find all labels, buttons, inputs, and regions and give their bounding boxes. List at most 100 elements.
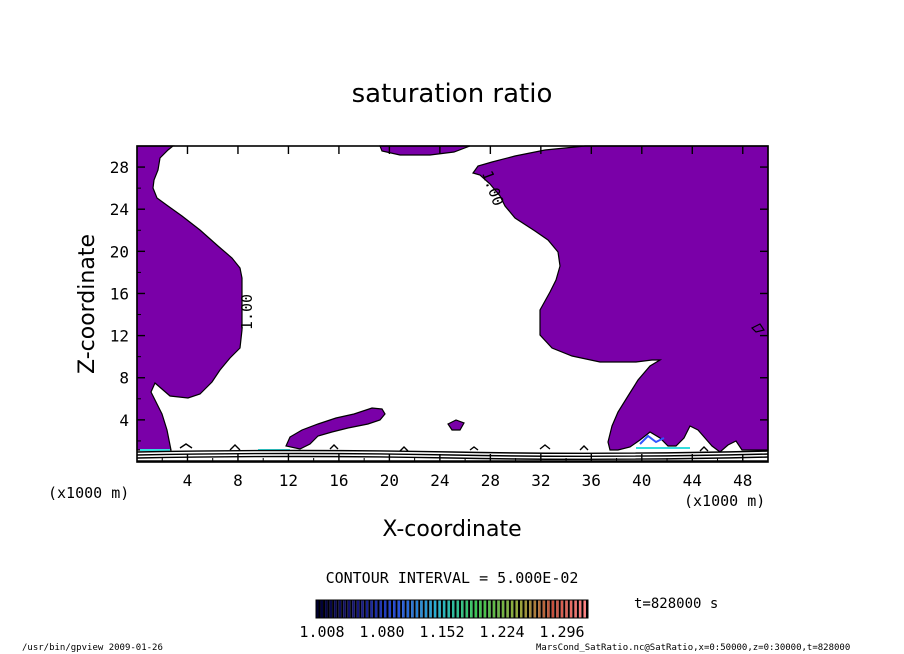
colorbar-swatch bbox=[556, 600, 559, 618]
colorbar-swatch bbox=[334, 600, 337, 618]
colorbar-gap bbox=[572, 600, 575, 618]
colorbar-swatch bbox=[411, 600, 414, 618]
colorbar-gap bbox=[513, 600, 516, 618]
colorbar-gap bbox=[391, 600, 394, 618]
x-tick-label: 8 bbox=[233, 471, 243, 490]
colorbar-gap bbox=[522, 600, 525, 618]
colorbar-swatch bbox=[560, 600, 564, 618]
colorbar-gap bbox=[549, 600, 552, 618]
saturated-regions bbox=[136, 145, 769, 453]
colorbar-gap bbox=[404, 600, 407, 618]
colorbar-swatch bbox=[452, 600, 455, 618]
colorbar-gap bbox=[563, 600, 566, 618]
colorbar-gap bbox=[350, 600, 353, 618]
colorbar-swatch bbox=[424, 600, 428, 618]
colorbar-swatch bbox=[320, 600, 324, 618]
colorbar-gap bbox=[327, 600, 330, 618]
plot-frame bbox=[136, 145, 769, 463]
colorbar-swatch bbox=[433, 600, 437, 618]
time-label: t=828000 s bbox=[634, 596, 718, 612]
colorbar-gap bbox=[508, 600, 511, 618]
colorbar-swatch bbox=[520, 600, 523, 618]
colorbar-swatch bbox=[551, 600, 555, 618]
colorbar-gap bbox=[368, 600, 371, 618]
x-unit-label-right: (x1000 m) bbox=[684, 492, 765, 510]
colorbar-gap bbox=[413, 600, 416, 618]
colorbar-swatch bbox=[329, 600, 333, 618]
colorbar-swatch bbox=[506, 600, 509, 618]
footer-right: MarsCond_SatRatio.nc@SatRatio,x=0:50000,… bbox=[536, 643, 850, 653]
colorbar-gap bbox=[454, 600, 457, 618]
colorbar-gap bbox=[354, 600, 357, 618]
colorbar-swatch bbox=[542, 600, 546, 618]
right-saturated-region bbox=[472, 145, 769, 453]
colorbar-swatch bbox=[438, 600, 441, 618]
colorbar-swatch bbox=[356, 600, 360, 618]
colorbar-swatch bbox=[347, 600, 351, 618]
colorbar-swatch bbox=[465, 600, 469, 618]
x-tick-label: 32 bbox=[531, 471, 550, 490]
colorbar-swatch bbox=[374, 600, 378, 618]
colorbar-gap bbox=[463, 600, 466, 618]
colorbar-swatch bbox=[325, 600, 328, 618]
colorbar-gap bbox=[359, 600, 362, 618]
colorbar-gap bbox=[323, 600, 326, 618]
colorbar-gap bbox=[581, 600, 584, 618]
colorbar-tick-label: 1.008 bbox=[299, 623, 344, 641]
colorbar-swatch bbox=[397, 600, 401, 618]
colorbar-gap bbox=[576, 600, 579, 618]
colorbar-gap bbox=[381, 600, 384, 618]
colorbar-gap bbox=[386, 600, 389, 618]
x-tick-label: 48 bbox=[733, 471, 752, 490]
colorbar-swatch bbox=[388, 600, 392, 618]
colorbar-swatch bbox=[474, 600, 478, 618]
colorbar-swatch bbox=[492, 600, 496, 618]
colorbar-swatch bbox=[479, 600, 482, 618]
colorbar-gap bbox=[554, 600, 557, 618]
colorbar-swatch bbox=[574, 600, 577, 618]
colorbar-swatch bbox=[501, 600, 505, 618]
x-tick-label: 24 bbox=[430, 471, 449, 490]
colorbar bbox=[316, 600, 588, 618]
bottom-saturated-blob bbox=[285, 407, 386, 450]
x-axis-label: X-coordinate bbox=[382, 517, 521, 542]
colorbar-gap bbox=[504, 600, 507, 618]
colorbar-swatch bbox=[515, 600, 518, 618]
colorbar-swatch bbox=[456, 600, 460, 618]
colorbar-frame bbox=[315, 599, 589, 619]
x-tick-label: 12 bbox=[279, 471, 298, 490]
colorbar-swatch bbox=[442, 600, 446, 618]
colorbar-gap bbox=[332, 600, 335, 618]
colorbar-swatch bbox=[565, 600, 568, 618]
colorbar-swatch bbox=[538, 600, 541, 618]
colorbar-gap bbox=[336, 600, 339, 618]
colorbar-gap bbox=[318, 600, 321, 618]
colorbar-gap bbox=[449, 600, 452, 618]
footer-left: /usr/bin/gpview 2009-01-26 bbox=[22, 643, 163, 653]
colorbar-swatch bbox=[510, 600, 514, 618]
colorbar-tick-label: 1.080 bbox=[359, 623, 404, 641]
colorbar-gap bbox=[558, 600, 561, 618]
top-saturated-strip bbox=[379, 145, 471, 156]
surface-accents bbox=[140, 434, 690, 451]
colorbar-swatch bbox=[497, 600, 500, 618]
colorbar-swatch bbox=[352, 600, 355, 618]
colorbar-gap bbox=[499, 600, 502, 618]
x-tick-label: 44 bbox=[683, 471, 702, 490]
y-tick-label: 4 bbox=[119, 411, 129, 430]
x-axis: 4 8 12 16 20 24 28 32 36 40 44 48 bbox=[161, 146, 752, 490]
colorbar-tick-label: 1.224 bbox=[479, 623, 524, 641]
colorbar-swatch bbox=[402, 600, 405, 618]
contour-interval-label: CONTOUR INTERVAL = 5.000E-02 bbox=[326, 569, 579, 587]
colorbar-swatch bbox=[420, 600, 423, 618]
x-tick-label: 20 bbox=[380, 471, 399, 490]
colorbar-gap bbox=[545, 600, 548, 618]
colorbar-swatch bbox=[470, 600, 473, 618]
x-tick-label: 16 bbox=[329, 471, 348, 490]
y-tick-label: 28 bbox=[110, 158, 129, 177]
colorbar-gap bbox=[427, 600, 430, 618]
colorbar-tick-label: 1.296 bbox=[539, 623, 584, 641]
colorbar-swatch bbox=[461, 600, 464, 618]
colorbar-swatch bbox=[524, 600, 528, 618]
